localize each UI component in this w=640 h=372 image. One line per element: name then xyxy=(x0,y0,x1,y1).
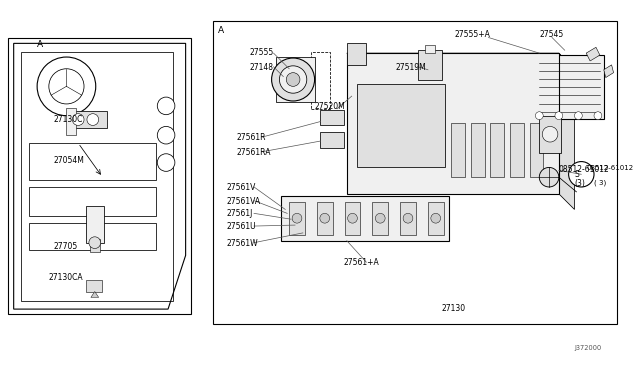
Bar xyxy=(538,55,604,119)
Circle shape xyxy=(87,114,99,125)
Text: 27519M: 27519M xyxy=(396,63,426,72)
Bar xyxy=(22,52,173,301)
Bar xyxy=(418,50,442,80)
Bar xyxy=(510,124,524,177)
Bar xyxy=(490,124,504,177)
Bar xyxy=(289,202,305,235)
Bar xyxy=(356,84,445,167)
Circle shape xyxy=(431,214,440,223)
Bar xyxy=(70,111,108,128)
Polygon shape xyxy=(604,65,614,77)
Text: 27561VA: 27561VA xyxy=(227,196,260,206)
Circle shape xyxy=(348,214,357,223)
Circle shape xyxy=(555,112,563,119)
Bar xyxy=(372,202,388,235)
Bar xyxy=(347,53,559,194)
Circle shape xyxy=(286,73,300,86)
Text: 27054M: 27054M xyxy=(54,155,84,164)
Circle shape xyxy=(280,66,307,93)
Bar xyxy=(451,124,465,177)
Bar xyxy=(529,124,543,177)
Bar xyxy=(67,108,76,135)
Circle shape xyxy=(540,167,559,187)
Polygon shape xyxy=(586,47,600,61)
Circle shape xyxy=(594,112,602,119)
Text: S: S xyxy=(575,170,579,179)
Bar xyxy=(347,44,366,65)
Bar xyxy=(317,202,333,235)
Text: A: A xyxy=(218,26,224,35)
Bar xyxy=(86,206,104,243)
Text: 27561RA: 27561RA xyxy=(236,148,271,157)
Text: ( 3): ( 3) xyxy=(594,179,606,186)
Circle shape xyxy=(403,214,413,223)
Bar xyxy=(540,116,561,153)
Circle shape xyxy=(292,214,302,223)
Circle shape xyxy=(157,154,175,171)
Circle shape xyxy=(376,214,385,223)
Bar xyxy=(400,202,416,235)
Bar xyxy=(345,202,360,235)
Text: 27561J: 27561J xyxy=(227,209,253,218)
Bar xyxy=(8,38,191,314)
Text: 27130C: 27130C xyxy=(54,115,83,124)
Bar xyxy=(29,143,156,180)
Text: 27561+A: 27561+A xyxy=(344,258,380,267)
Text: J372000: J372000 xyxy=(575,345,602,351)
Bar xyxy=(213,21,618,324)
Bar xyxy=(428,202,444,235)
Circle shape xyxy=(575,112,582,119)
Text: 27555: 27555 xyxy=(249,48,273,57)
Bar xyxy=(321,132,344,148)
Circle shape xyxy=(157,97,175,115)
Text: 27561W: 27561W xyxy=(227,238,259,248)
Bar xyxy=(275,57,315,102)
Text: 27545: 27545 xyxy=(540,31,564,39)
Text: 27148: 27148 xyxy=(249,63,273,72)
Circle shape xyxy=(157,126,175,144)
Circle shape xyxy=(89,237,100,248)
Text: A: A xyxy=(37,40,44,49)
Text: 27561R: 27561R xyxy=(236,133,266,142)
Polygon shape xyxy=(559,53,575,209)
Bar xyxy=(90,239,100,253)
Text: 27130: 27130 xyxy=(442,304,466,313)
Polygon shape xyxy=(347,53,575,70)
Bar xyxy=(86,280,102,292)
Text: 27555+A: 27555+A xyxy=(454,31,490,39)
Bar xyxy=(29,187,156,216)
Circle shape xyxy=(72,114,84,125)
Polygon shape xyxy=(91,292,99,297)
Circle shape xyxy=(271,58,315,101)
Bar xyxy=(321,110,344,125)
Text: 08512-61012: 08512-61012 xyxy=(586,166,634,171)
Text: 27561V: 27561V xyxy=(227,183,256,192)
Text: (3): (3) xyxy=(575,179,586,188)
Circle shape xyxy=(49,69,84,104)
Bar xyxy=(310,52,330,109)
Circle shape xyxy=(37,57,96,116)
Circle shape xyxy=(542,126,558,142)
Circle shape xyxy=(536,112,543,119)
Text: 27130CA: 27130CA xyxy=(49,273,83,282)
Circle shape xyxy=(568,161,594,187)
Text: 27561U: 27561U xyxy=(227,222,256,231)
Bar xyxy=(29,223,156,250)
Circle shape xyxy=(320,214,330,223)
Bar xyxy=(425,45,435,53)
Bar xyxy=(471,124,484,177)
Text: 27705: 27705 xyxy=(54,241,78,250)
Text: 27520M: 27520M xyxy=(315,102,346,111)
Text: 08512-61012: 08512-61012 xyxy=(559,165,609,174)
Bar xyxy=(282,196,449,241)
